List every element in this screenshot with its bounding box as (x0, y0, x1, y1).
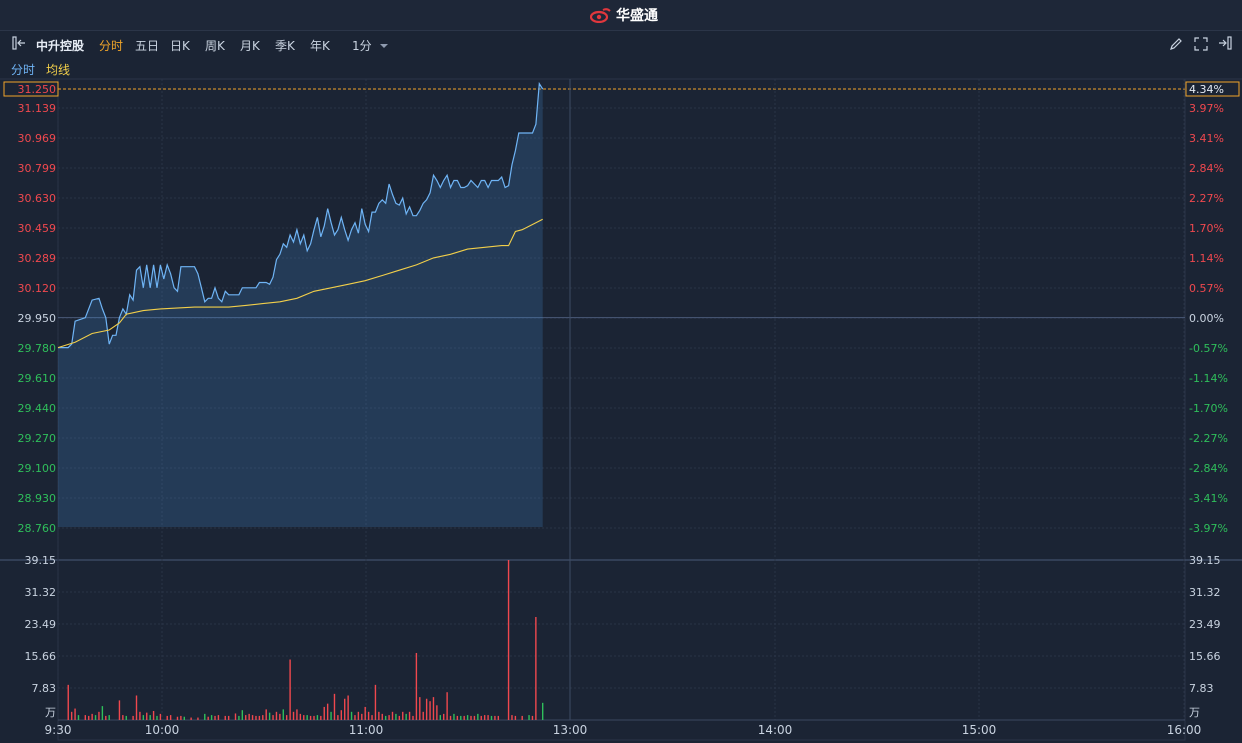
volume-tick-label: 31.32 (25, 586, 57, 599)
percent-tick-label: 3.97% (1189, 102, 1224, 115)
volume-tick-label: 15.66 (25, 650, 57, 663)
price-tick-label: 29.610 (18, 372, 57, 385)
tab-daily-k[interactable]: 日K (170, 39, 190, 53)
brand-name: 华盛通 (616, 8, 658, 24)
percent-tick-label: 2.27% (1189, 192, 1224, 205)
percent-tick-label: -3.41% (1189, 492, 1228, 505)
price-tick-label: 29.950 (18, 312, 57, 325)
price-tick-label: 30.459 (18, 222, 57, 235)
fullscreen-icon[interactable] (1194, 37, 1208, 54)
time-tick-label: 11:00 (349, 723, 384, 737)
price-tick-label: 30.630 (18, 192, 57, 205)
time-tick-label: 9:30 (45, 723, 72, 737)
price-tick-label: 29.780 (18, 342, 57, 355)
price-line (58, 81, 544, 349)
volume-tick-label: 39.15 (1189, 554, 1221, 567)
time-tick-label: 14:00 (758, 723, 793, 737)
price-tick-label: 28.930 (18, 492, 57, 505)
volume-tick-label: 7.83 (32, 682, 57, 695)
price-tick-label: 29.270 (18, 432, 57, 445)
interval-select[interactable]: 1分 (352, 37, 389, 54)
volume-bars (67, 560, 544, 720)
price-tick-label: 29.100 (18, 462, 57, 475)
price-tick-label: 30.969 (18, 132, 57, 145)
chart-grid (0, 78, 1242, 741)
time-tick-label: 15:00 (962, 723, 997, 737)
legend-average: 均线 (46, 63, 71, 77)
time-tick-label: 16:00 (1167, 723, 1202, 737)
price-tick-label: 31.139 (18, 102, 57, 115)
collapse-right-icon[interactable] (1216, 36, 1232, 53)
current-percent-box (1185, 81, 1240, 97)
tab-yearly-k[interactable]: 年K (310, 39, 330, 53)
percent-tick-label: -2.84% (1189, 462, 1228, 475)
collapse-left-icon[interactable] (12, 36, 28, 53)
average-line (57, 218, 543, 349)
current-price-label: 31.250 (18, 83, 57, 96)
tab-five-day[interactable]: 五日 (135, 39, 160, 53)
percent-tick-label: 1.14% (1189, 252, 1224, 265)
eye-logo-icon (590, 8, 611, 23)
tab-quarterly-k[interactable]: 季K (275, 39, 295, 53)
percent-tick-label: 2.84% (1189, 162, 1224, 175)
time-tick-label: 10:00 (145, 723, 180, 737)
brand-logo: 华盛通 (590, 5, 658, 25)
chart-legend: 分时 均线 (0, 59, 1242, 79)
volume-tick-label: 7.83 (1189, 682, 1214, 695)
percent-tick-label: 1.70% (1189, 222, 1224, 235)
price-area-fill (58, 83, 543, 527)
volume-tick-label: 31.32 (1189, 586, 1221, 599)
axis-labels: 31.139 30.969 30.799 30.630 30.459 30.289 30.1… (3, 81, 1240, 737)
percent-tick-label: -3.97% (1189, 522, 1228, 535)
current-price-box (3, 81, 59, 97)
volume-tick-label: 39.15 (25, 554, 57, 567)
price-tick-label: 30.799 (18, 162, 57, 175)
legend-price: 分时 (11, 63, 36, 77)
time-tick-label: 13:00 (553, 723, 588, 737)
stock-name: 中升控股 (36, 39, 85, 53)
percent-tick-label: -0.57% (1189, 342, 1228, 355)
pencil-icon[interactable] (1169, 37, 1183, 54)
price-tick-label: 30.289 (18, 252, 57, 265)
price-tick-label: 29.440 (18, 402, 57, 415)
volume-tick-label: 15.66 (1189, 650, 1221, 663)
volume-unit-label: 万 (45, 706, 56, 719)
percent-tick-label: 0.57% (1189, 282, 1224, 295)
price-tick-label: 30.120 (18, 282, 57, 295)
title-bar: 华盛通 (0, 0, 1242, 31)
chart-toolbar: 中升控股 分时 五日 日K 周K 月K 季K 年K 1分 (0, 31, 1242, 59)
percent-tick-label: -1.70% (1189, 402, 1228, 415)
tab-monthly-k[interactable]: 月K (240, 39, 260, 53)
volume-tick-label: 23.49 (25, 618, 57, 631)
percent-tick-label: -2.27% (1189, 432, 1228, 445)
tab-intraday[interactable]: 分时 (99, 39, 124, 53)
interval-value: 1分 (352, 39, 372, 53)
volume-tick-label: 23.49 (1189, 618, 1221, 631)
price-tick-label: 28.760 (18, 522, 57, 535)
percent-tick-label: -1.14% (1189, 372, 1228, 385)
percent-tick-label: 0.00% (1189, 312, 1224, 325)
chevron-down-icon (380, 44, 389, 48)
current-percent-label: 4.34% (1189, 83, 1224, 96)
volume-unit-label: 万 (1189, 706, 1200, 719)
tab-weekly-k[interactable]: 周K (205, 39, 225, 53)
percent-tick-label: 3.41% (1189, 132, 1224, 145)
